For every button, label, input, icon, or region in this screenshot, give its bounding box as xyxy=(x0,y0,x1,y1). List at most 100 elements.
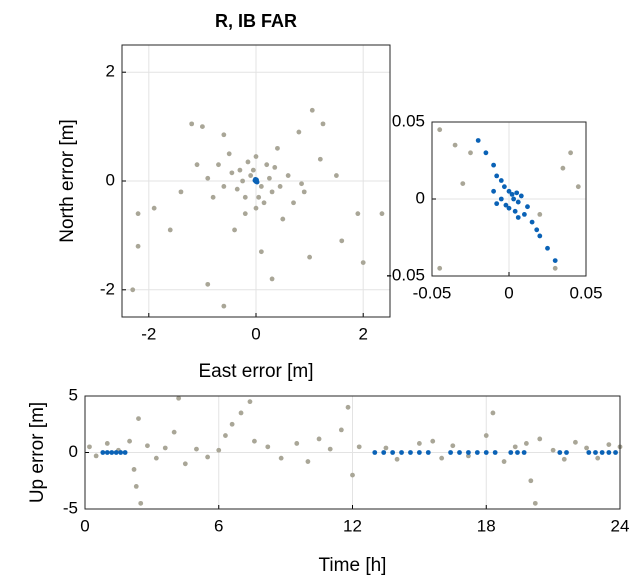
point xyxy=(537,212,543,217)
point xyxy=(518,193,524,199)
y-tick-label: -0.05 xyxy=(386,265,425,284)
point xyxy=(490,410,496,416)
point xyxy=(248,173,254,178)
point xyxy=(383,445,389,451)
point xyxy=(234,186,240,192)
point xyxy=(430,438,436,444)
y-tick-label: 0 xyxy=(416,188,425,207)
point xyxy=(238,410,244,416)
point xyxy=(356,444,362,450)
point xyxy=(247,399,253,405)
point xyxy=(226,151,232,157)
point xyxy=(460,181,466,187)
point xyxy=(528,478,534,484)
point xyxy=(216,162,221,168)
point xyxy=(557,450,563,455)
point xyxy=(294,441,300,446)
point xyxy=(416,450,422,455)
point xyxy=(511,196,517,202)
point xyxy=(506,188,512,194)
point xyxy=(264,162,270,168)
point xyxy=(269,276,275,282)
axes-box xyxy=(84,395,621,510)
y-tick-label: 2 xyxy=(106,62,115,81)
point xyxy=(552,265,558,271)
x-tick-label: 24 xyxy=(611,516,630,535)
point xyxy=(275,145,280,151)
point xyxy=(573,439,578,445)
point xyxy=(267,175,272,181)
point xyxy=(560,165,566,171)
point xyxy=(253,205,259,211)
x-tick-label: 0.05 xyxy=(569,283,602,302)
point xyxy=(408,450,413,455)
point xyxy=(131,467,137,472)
x-axis-label: East error [m] xyxy=(198,361,313,382)
point xyxy=(109,450,115,455)
point xyxy=(537,436,543,442)
x-axis-label: Time [h] xyxy=(319,555,387,576)
point xyxy=(514,190,520,196)
point xyxy=(512,444,518,450)
point xyxy=(280,216,286,222)
point xyxy=(483,450,489,455)
point xyxy=(550,447,556,453)
point xyxy=(338,427,344,433)
point xyxy=(466,450,471,455)
point xyxy=(327,446,333,452)
y-tick-label: -2 xyxy=(100,279,115,298)
point xyxy=(448,450,453,455)
point xyxy=(491,188,496,194)
point xyxy=(483,433,489,438)
point xyxy=(360,260,366,265)
point xyxy=(379,211,385,217)
point xyxy=(291,200,296,206)
point xyxy=(498,196,504,202)
point xyxy=(475,138,481,143)
point xyxy=(104,441,110,446)
point xyxy=(245,159,251,165)
point xyxy=(593,450,598,455)
point xyxy=(194,162,200,168)
point xyxy=(345,404,351,410)
point xyxy=(252,438,257,444)
x-tick-label: 6 xyxy=(214,516,223,535)
point xyxy=(468,150,473,156)
point xyxy=(93,453,99,459)
point xyxy=(133,484,139,489)
point xyxy=(138,500,144,506)
point xyxy=(584,445,589,451)
point xyxy=(350,472,355,478)
point xyxy=(532,500,538,506)
y-tick-label: -5 xyxy=(63,498,78,517)
point xyxy=(334,173,339,178)
point xyxy=(506,205,512,211)
point xyxy=(223,433,228,438)
point xyxy=(494,173,500,179)
point xyxy=(135,211,141,217)
point xyxy=(265,444,271,450)
point xyxy=(278,455,284,461)
chart-title: R, IB FAR xyxy=(215,11,297,31)
point xyxy=(437,265,443,271)
point xyxy=(390,450,396,455)
point xyxy=(439,455,445,461)
point xyxy=(151,205,157,211)
point xyxy=(200,124,205,129)
point xyxy=(355,211,361,217)
point xyxy=(136,416,141,421)
point xyxy=(240,178,246,184)
point xyxy=(285,173,291,178)
point xyxy=(205,454,211,460)
point xyxy=(399,450,404,455)
point xyxy=(575,184,581,190)
point xyxy=(135,243,141,249)
y-tick-label: 5 xyxy=(69,385,78,404)
point xyxy=(606,450,612,455)
point xyxy=(229,170,235,176)
point xyxy=(118,450,124,455)
point xyxy=(162,445,168,451)
point xyxy=(153,455,159,461)
point xyxy=(457,450,462,455)
